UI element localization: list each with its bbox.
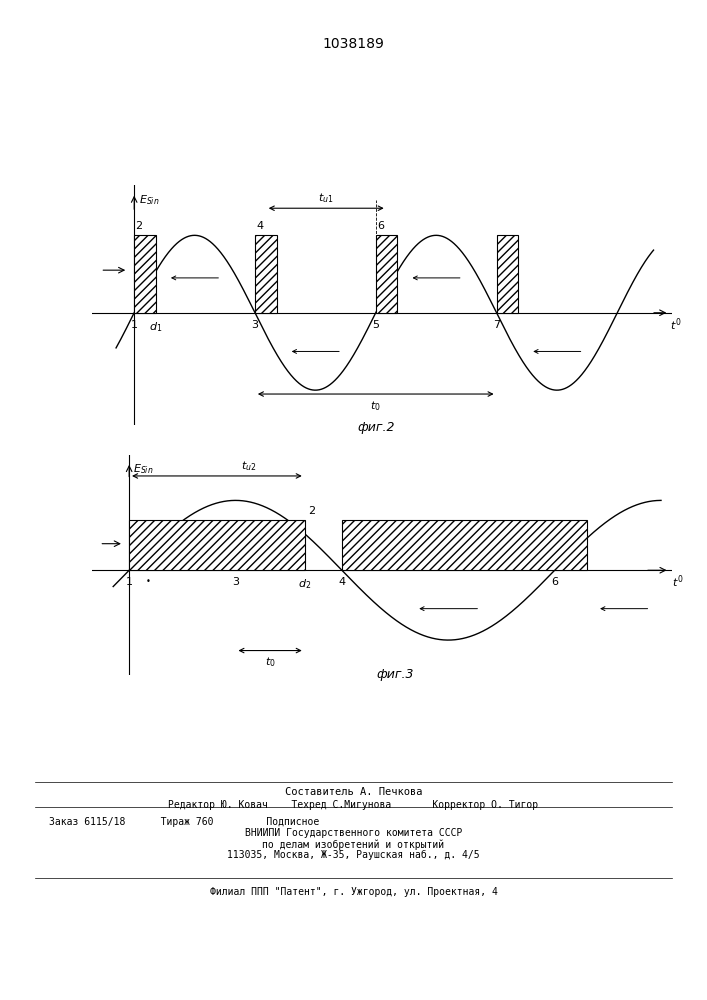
Text: Редактор Ю. Ковач    Техред С.Мигунова       Корректор О. Тигор: Редактор Ю. Ковач Техред С.Мигунова Корр…: [168, 800, 539, 810]
Text: 1: 1: [126, 577, 133, 587]
Text: 4: 4: [256, 221, 263, 231]
Text: 5: 5: [373, 320, 379, 330]
Bar: [496, 235, 518, 313]
Text: $t_{u1}$: $t_{u1}$: [318, 191, 334, 205]
Text: $d_1$: $d_1$: [149, 320, 163, 334]
Text: ВНИИПИ Государственного комитета СССР: ВНИИПИ Государственного комитета СССР: [245, 828, 462, 838]
Text: 2: 2: [136, 221, 143, 231]
Text: $t^0$: $t^0$: [672, 574, 683, 590]
Text: $d_2$: $d_2$: [298, 577, 311, 591]
Text: $t_0$: $t_0$: [264, 655, 276, 669]
Text: Заказ 6115/18      Тираж 760         Подписное: Заказ 6115/18 Тираж 760 Подписное: [49, 817, 320, 827]
Bar: [342, 520, 587, 570]
Text: 4: 4: [339, 577, 346, 587]
Text: 1038189: 1038189: [322, 37, 385, 51]
Text: 7: 7: [493, 320, 500, 330]
Bar: [375, 235, 397, 313]
Text: 113035, Москва, Ж-35, Раушская наб., д. 4/5: 113035, Москва, Ж-35, Раушская наб., д. …: [227, 850, 480, 860]
Text: 1: 1: [131, 320, 138, 330]
Text: 3: 3: [232, 577, 239, 587]
Text: Филиал ППП "Патент", г. Ужгород, ул. Проектная, 4: Филиал ППП "Патент", г. Ужгород, ул. Про…: [209, 887, 498, 897]
Text: фиг.2: фиг.2: [357, 421, 395, 434]
Text: •: •: [146, 577, 151, 586]
Bar: [129, 520, 305, 570]
Bar: [134, 235, 156, 313]
Text: Составитель А. Печкова: Составитель А. Печкова: [285, 787, 422, 797]
Text: $t_{u2}$: $t_{u2}$: [241, 459, 257, 473]
Text: 2: 2: [308, 506, 315, 516]
Text: 6: 6: [377, 221, 384, 231]
Text: $E_{Sin}$: $E_{Sin}$: [139, 193, 160, 207]
Text: фиг.3: фиг.3: [376, 668, 414, 681]
Text: по делам изобретений и открытий: по делам изобретений и открытий: [262, 839, 445, 850]
Bar: [255, 235, 276, 313]
Text: $t_0$: $t_0$: [370, 399, 381, 413]
Text: $t^0$: $t^0$: [670, 317, 682, 333]
Text: $E_{Sin}$: $E_{Sin}$: [134, 462, 154, 476]
Text: 3: 3: [252, 320, 259, 330]
Text: 6: 6: [551, 577, 558, 587]
